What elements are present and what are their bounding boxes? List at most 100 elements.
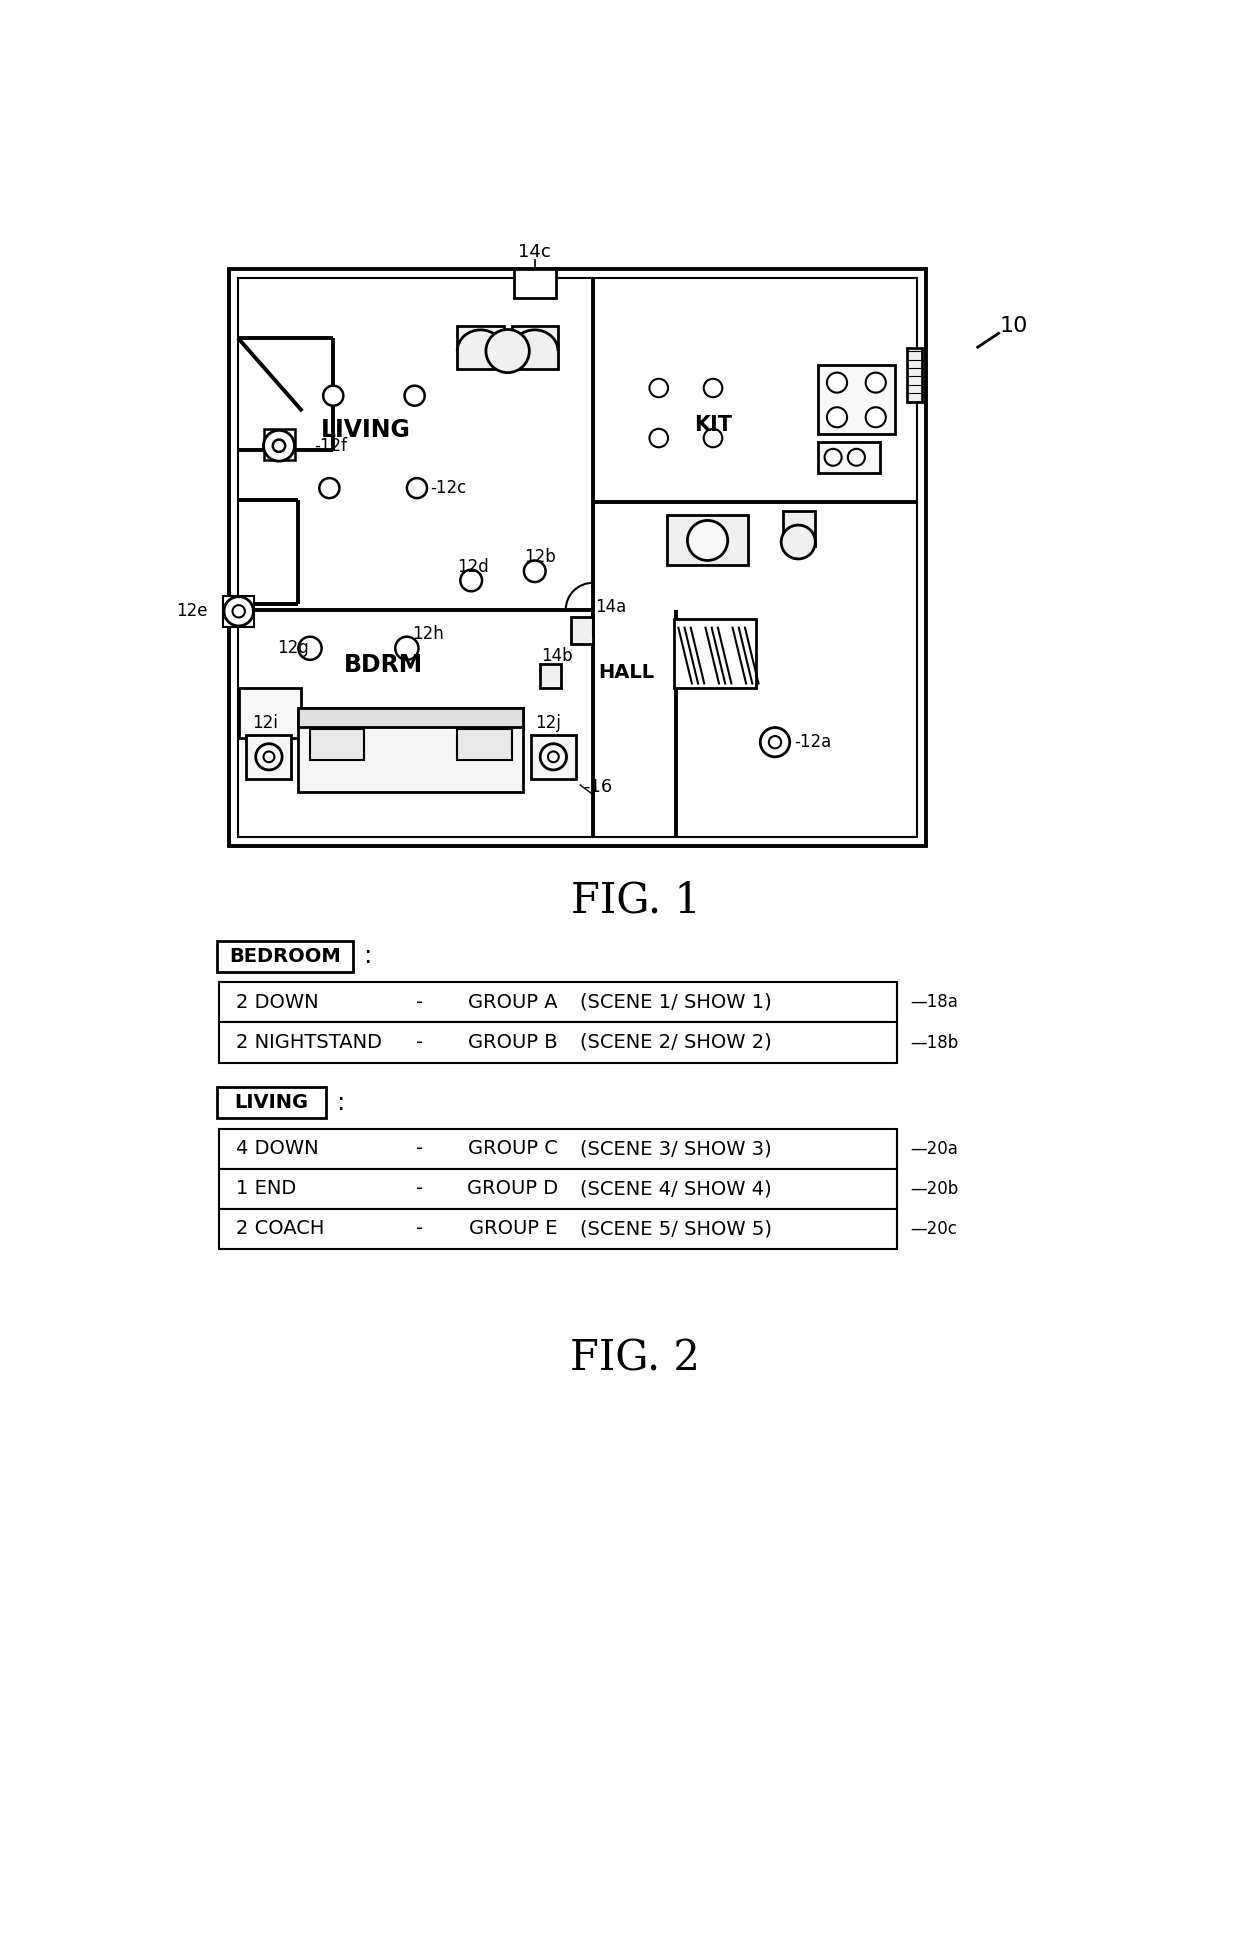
Circle shape xyxy=(650,378,668,398)
Bar xyxy=(218,1129,897,1168)
Text: —20c: —20c xyxy=(910,1221,957,1238)
Circle shape xyxy=(866,372,885,392)
Bar xyxy=(458,729,511,760)
Text: —18b: —18b xyxy=(910,1034,959,1051)
Bar xyxy=(218,1168,897,1209)
Text: LIVING: LIVING xyxy=(234,1094,309,1111)
Text: HALL: HALL xyxy=(598,663,655,682)
Text: —20a: —20a xyxy=(910,1139,959,1158)
Circle shape xyxy=(650,429,668,447)
Circle shape xyxy=(324,386,343,406)
Text: GROUP D: GROUP D xyxy=(467,1180,558,1199)
Text: 12i: 12i xyxy=(252,714,278,731)
Bar xyxy=(458,326,503,369)
Circle shape xyxy=(523,560,546,581)
Circle shape xyxy=(687,521,728,560)
Text: GROUP C: GROUP C xyxy=(469,1139,558,1158)
Text: 12d: 12d xyxy=(458,558,489,575)
Text: 14a: 14a xyxy=(595,599,626,616)
Text: -12f: -12f xyxy=(314,437,347,454)
Bar xyxy=(541,663,560,688)
Circle shape xyxy=(541,743,567,770)
Text: 14c: 14c xyxy=(518,242,551,261)
Text: :: : xyxy=(363,944,372,969)
Bar xyxy=(238,279,916,837)
Text: GROUP B: GROUP B xyxy=(469,1034,558,1051)
Text: (SCENE 5/ SHOW 5): (SCENE 5/ SHOW 5) xyxy=(580,1219,771,1238)
Text: —18a: —18a xyxy=(910,993,959,1012)
Bar xyxy=(217,1088,325,1117)
Circle shape xyxy=(486,330,529,372)
Circle shape xyxy=(760,727,790,757)
Bar xyxy=(817,365,895,435)
Circle shape xyxy=(704,378,722,398)
Circle shape xyxy=(704,429,722,447)
Text: 2 DOWN: 2 DOWN xyxy=(236,993,319,1012)
Bar xyxy=(218,983,897,1022)
Text: (SCENE 4/ SHOW 4): (SCENE 4/ SHOW 4) xyxy=(580,1180,771,1199)
Bar xyxy=(223,597,254,626)
Text: GROUP E: GROUP E xyxy=(469,1219,557,1238)
Circle shape xyxy=(299,638,321,659)
Circle shape xyxy=(769,735,781,749)
Bar xyxy=(239,688,301,739)
Circle shape xyxy=(848,448,866,466)
Circle shape xyxy=(263,431,295,460)
Text: 12j: 12j xyxy=(534,714,560,731)
Text: LIVING: LIVING xyxy=(321,419,410,443)
Text: 4 DOWN: 4 DOWN xyxy=(236,1139,319,1158)
Circle shape xyxy=(255,743,283,770)
Bar xyxy=(218,1209,897,1248)
Bar xyxy=(572,618,593,644)
Text: -12c: -12c xyxy=(430,480,466,497)
Bar xyxy=(531,735,575,780)
Text: 12h: 12h xyxy=(412,626,444,644)
Text: 2 NIGHTSTAND: 2 NIGHTSTAND xyxy=(236,1034,382,1051)
Text: BDRM: BDRM xyxy=(343,653,423,677)
Text: 14b: 14b xyxy=(541,647,573,665)
Circle shape xyxy=(781,525,816,560)
Circle shape xyxy=(825,448,842,466)
Text: BEDROOM: BEDROOM xyxy=(229,948,341,965)
Text: 12e: 12e xyxy=(176,603,207,620)
Text: FIG. 2: FIG. 2 xyxy=(570,1338,701,1379)
Bar xyxy=(513,269,557,298)
Text: KIT: KIT xyxy=(694,415,732,435)
Bar xyxy=(511,326,558,369)
Bar xyxy=(247,735,291,780)
Text: FIG. 1: FIG. 1 xyxy=(570,879,701,920)
Bar xyxy=(675,618,755,688)
Bar xyxy=(782,511,816,546)
Bar xyxy=(217,940,352,971)
Circle shape xyxy=(224,597,253,626)
Text: -: - xyxy=(417,993,424,1012)
Text: -12a: -12a xyxy=(795,733,832,751)
Text: (SCENE 3/ SHOW 3): (SCENE 3/ SHOW 3) xyxy=(580,1139,771,1158)
Bar xyxy=(299,708,523,727)
Text: 1 END: 1 END xyxy=(236,1180,296,1199)
Bar xyxy=(817,443,879,472)
Text: —20b: —20b xyxy=(910,1180,959,1197)
Bar xyxy=(906,347,923,402)
Text: -16: -16 xyxy=(583,778,613,796)
Text: 12g: 12g xyxy=(278,640,309,657)
Text: 10: 10 xyxy=(999,316,1028,337)
Bar xyxy=(310,729,365,760)
Circle shape xyxy=(407,478,427,497)
Bar xyxy=(299,708,523,792)
Bar xyxy=(218,1022,897,1063)
Text: 12b: 12b xyxy=(525,548,556,566)
Bar xyxy=(667,515,748,566)
Text: GROUP A: GROUP A xyxy=(469,993,558,1012)
Circle shape xyxy=(866,408,885,427)
Circle shape xyxy=(396,638,419,659)
Bar xyxy=(228,269,926,846)
Text: -: - xyxy=(417,1219,424,1238)
Circle shape xyxy=(827,408,847,427)
Circle shape xyxy=(548,751,559,762)
Text: (SCENE 2/ SHOW 2): (SCENE 2/ SHOW 2) xyxy=(580,1034,771,1051)
Circle shape xyxy=(404,386,424,406)
Circle shape xyxy=(233,604,244,618)
Text: -: - xyxy=(417,1180,424,1199)
Circle shape xyxy=(320,478,340,497)
